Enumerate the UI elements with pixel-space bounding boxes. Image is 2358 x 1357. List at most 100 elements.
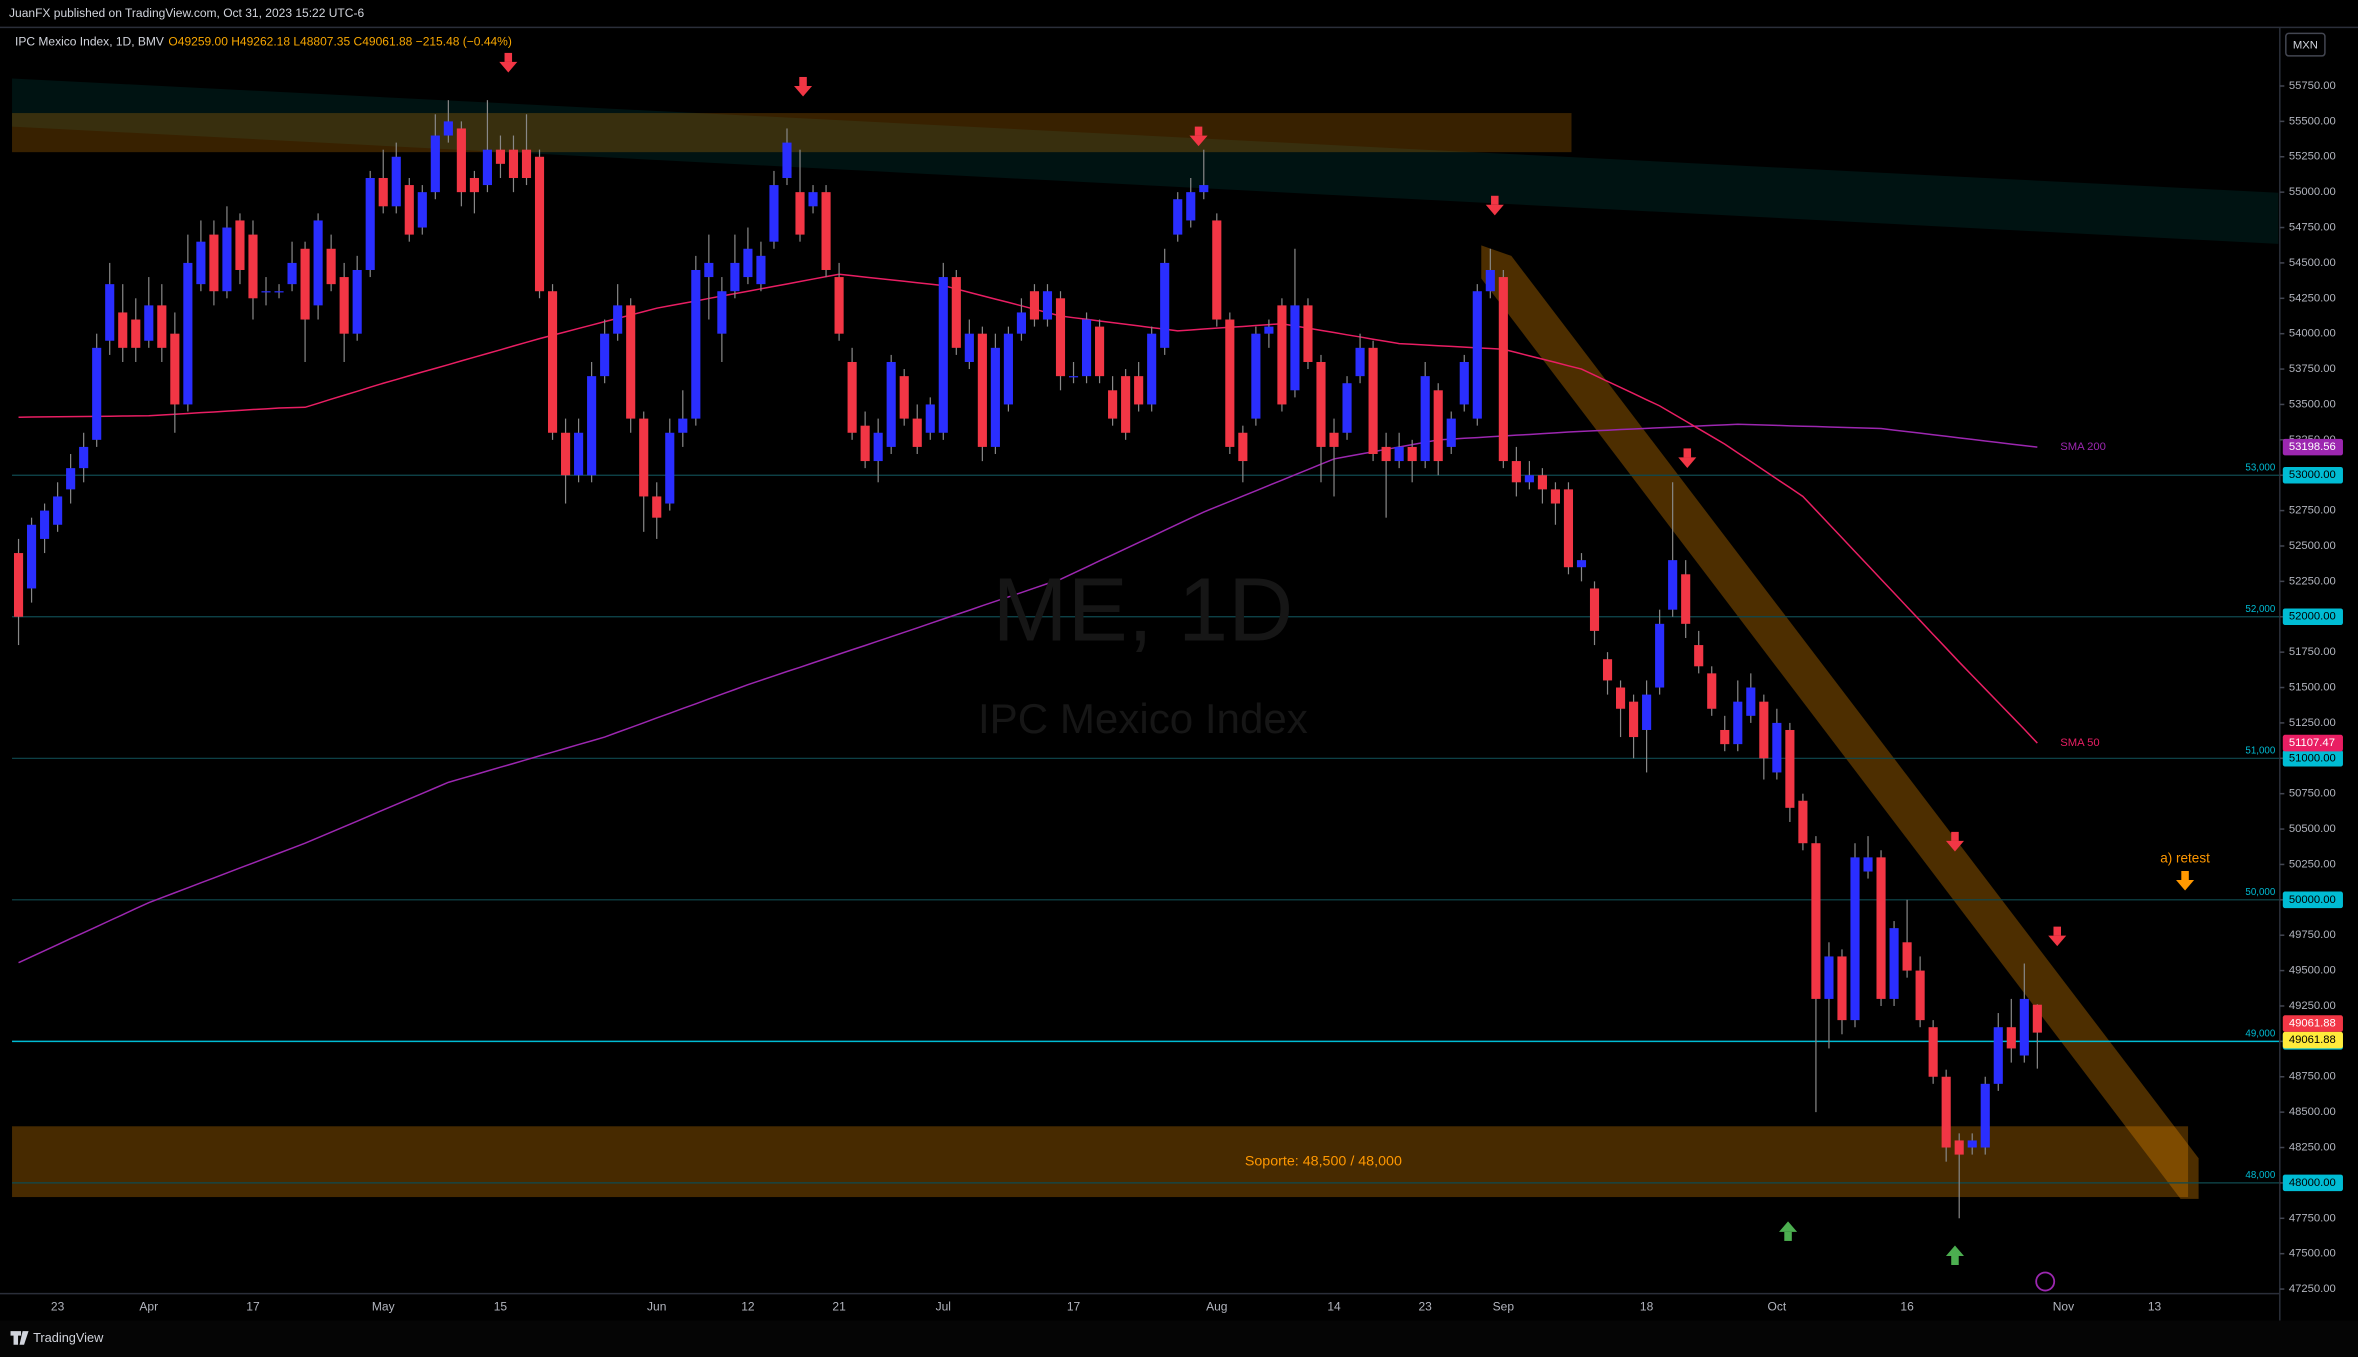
candle-body [144,305,154,341]
candle-body [717,291,727,334]
candle-body [404,185,414,235]
candle-body [2032,1004,2042,1033]
candle-body [1121,376,1131,433]
candle-body [769,185,779,242]
candle-body [1433,390,1443,462]
candle-body [899,376,909,419]
candle-body [66,468,76,490]
x-tick-label: 15 [494,1299,508,1313]
candle-body [1251,333,1261,419]
candle-body [1342,383,1352,433]
y-tick-label: 48750.00 [2289,1071,2336,1083]
y-tick-label: 52750.00 [2289,505,2336,517]
watermark: ME, 1D [993,560,1294,661]
support-zone [12,1126,2189,1198]
x-tick-label: 12 [741,1299,755,1313]
candle-body [626,305,636,419]
y-tick-label: 55750.00 [2289,80,2336,92]
candle-body [938,277,948,433]
candle-body [2006,1027,2016,1049]
candle-body [1199,185,1209,193]
candle-body [587,376,597,476]
support-zone-label: Soporte: 48,500 / 48,000 [1245,1153,1402,1169]
price-tag [2282,1015,2343,1032]
candle-body [1212,220,1222,320]
y-tick-label: 48500.00 [2289,1106,2336,1118]
axis-layer: 47250.00 47500.00 47750.00 48000.00 48250.00… [51,80,2343,1313]
x-tick-label: Nov [2053,1299,2074,1313]
levels-layer: 53,000 52,000 51,000 50,000 49,000 48,000 [12,462,2280,1184]
y-tick-label: 55250.00 [2289,151,2336,163]
y-tick-label: 50750.00 [2289,788,2336,800]
candle-body [1589,588,1600,631]
candle-body [1290,305,1300,391]
candle-body [1368,347,1378,454]
candle-body [1824,956,1834,999]
candle-body [964,333,974,362]
sma-tag [2282,438,2343,456]
candle-body [1160,262,1170,348]
candle-body [652,496,662,518]
candle-body [990,347,1000,447]
level-label: 52,000 [2245,604,2275,615]
level-tag-label: 52000.00 [2289,611,2336,623]
candle-body [1485,269,1495,292]
close-label: C49061.88 [354,35,413,49]
brand-logo [10,1331,29,1345]
candle-body [873,432,883,462]
y-tick-label: 51250.00 [2289,717,2336,729]
candle-body [1837,956,1847,1021]
candle-body [691,269,701,419]
price-tag [2282,1031,2343,1049]
y-tick-label: 48250.00 [2289,1142,2336,1154]
candle-body [743,248,753,278]
candle-body [105,284,115,341]
candle-body [1915,970,1925,1021]
candle-body [639,418,649,497]
candle-body [339,277,349,334]
candle-body [170,333,180,405]
level-tag [2282,891,2343,909]
zone-layer: Soporte: 48,500 / 48,000 [12,1126,2189,1198]
change-label: −215.48 (−0.44%) [416,35,512,49]
candle-body [613,305,623,334]
level-label: 50,000 [2245,887,2275,898]
candle-body [326,248,336,285]
candle-body [391,156,401,207]
candle-body [1876,857,1886,999]
candle-body [1225,319,1235,447]
brand[interactable]: TradingView [33,1330,104,1345]
y-tick-label: 55500.00 [2289,115,2336,127]
x-tick-label: 23 [51,1299,65,1313]
candle-body [821,192,831,270]
candle-body [912,418,922,447]
candles-layer [13,100,2042,1219]
sma-tag [2282,734,2343,752]
candle-body [1055,298,1066,377]
candle-body [756,255,766,285]
x-tick-label: 16 [1900,1299,1914,1313]
currency: MXN [2293,39,2318,51]
candle-body [157,305,167,348]
candle-body [469,177,479,193]
candle-body [951,277,961,348]
candle-body [27,524,37,589]
header-bar [0,0,2358,28]
candle-body [1954,1140,1964,1155]
candle-body [235,220,245,270]
sma-line [18,423,2038,964]
y-tick-label: 54500.00 [2289,257,2336,269]
high-label: H49262.18 [231,35,290,49]
currency-box[interactable] [2285,32,2326,57]
candle-body [1147,333,1157,405]
x-tick-label: Oct [1768,1299,1787,1313]
x-tick-label: 13 [2148,1299,2162,1313]
candle-body [456,128,466,193]
candle-body [600,333,610,377]
candle-body [1850,857,1860,1021]
candle-body [13,553,24,617]
event-icon[interactable] [2035,1271,2056,1292]
candle-body [1811,843,1821,999]
candle-body [1537,475,1547,490]
